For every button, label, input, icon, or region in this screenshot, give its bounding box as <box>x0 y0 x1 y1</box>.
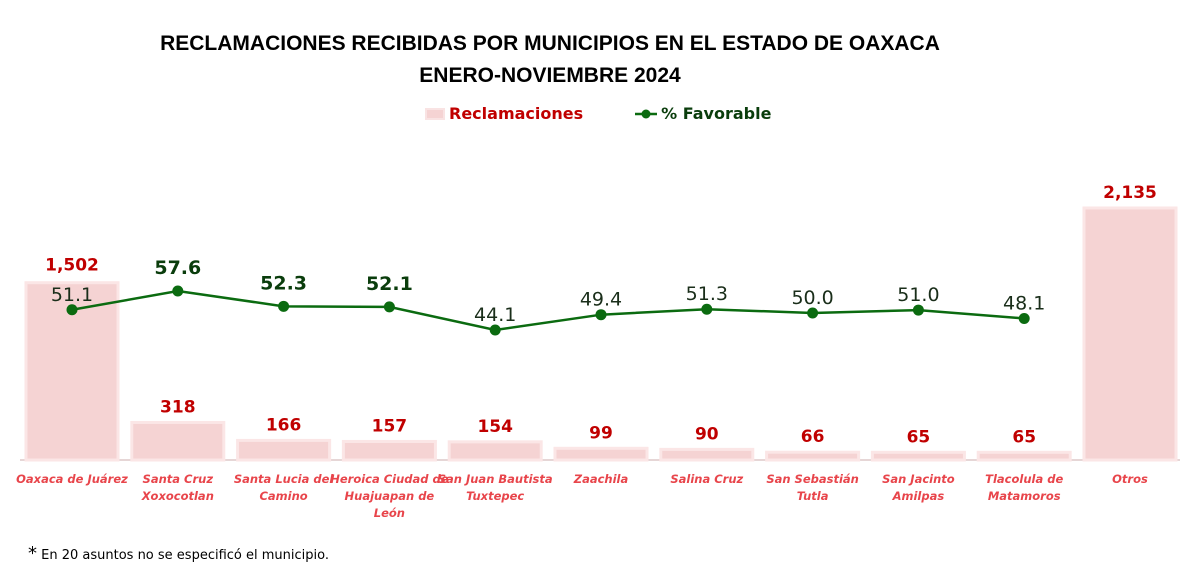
bar <box>870 450 966 462</box>
x-tick-label: Heroica Ciudad de <box>330 472 449 486</box>
bar <box>130 420 226 462</box>
chart-subtitle: ENERO-NOVIEMBRE 2024 <box>419 64 681 87</box>
favorable-line <box>71 289 1025 332</box>
x-tick-label: Zaachila <box>573 472 629 486</box>
bar <box>553 446 649 462</box>
favorable-point <box>172 285 184 297</box>
bar-value-label: 1,502 <box>45 256 99 276</box>
bar-value-label: 157 <box>372 416 408 436</box>
legend-item-favorable: % Favorable <box>635 104 771 123</box>
favorable-value-label: 51.1 <box>51 284 93 306</box>
x-tick-label: Tutla <box>797 489 829 503</box>
bar <box>236 438 332 462</box>
favorable-point <box>1018 312 1030 324</box>
favorable-value-label: 51.3 <box>686 283 728 305</box>
x-tick-label: Tuxtepec <box>466 489 524 503</box>
favorable-point <box>383 301 395 313</box>
favorable-point <box>66 304 78 316</box>
x-tick-label: Amilpas <box>892 489 945 503</box>
favorable-value-label: 48.1 <box>1003 292 1045 314</box>
bar <box>447 440 543 462</box>
bar-value-label: 166 <box>266 415 302 435</box>
favorable-value-label: 44.1 <box>474 304 516 326</box>
x-tick-label: Xoxocotlan <box>141 489 214 503</box>
bar <box>1082 206 1178 462</box>
chart-title: RECLAMACIONES RECIBIDAS POR MUNICIPIOS E… <box>160 32 940 55</box>
bar-value-label: 66 <box>801 427 825 447</box>
x-tick-label: San Sebastián <box>766 472 859 486</box>
favorable-point <box>912 304 924 316</box>
footnote-mark: * <box>28 543 37 564</box>
x-tick-label: Tlacolula de <box>985 472 1063 486</box>
x-tick-label: Otros <box>1112 472 1148 486</box>
favorable-value-label: 51.0 <box>897 284 939 306</box>
bar-value-label: 65 <box>1012 427 1036 447</box>
favorable-value-label: 50.0 <box>791 287 833 309</box>
favorable-point <box>489 324 501 336</box>
line-marker-icon <box>635 109 658 118</box>
bar-value-label: 318 <box>160 397 196 417</box>
bar <box>976 450 1072 462</box>
favorable-value-label: 57.6 <box>154 257 201 279</box>
bar <box>659 447 755 462</box>
footnote-text: En 20 asuntos no se especificó el munici… <box>37 548 329 563</box>
bar-swatch-icon <box>425 107 445 120</box>
bar-value-label: 99 <box>589 423 613 443</box>
favorable-point <box>701 303 713 315</box>
x-tick-label: Matamoros <box>988 489 1061 503</box>
bar-value-label: 65 <box>907 427 931 447</box>
bar <box>765 450 861 462</box>
bar-value-label: 90 <box>695 424 719 444</box>
footnote: * En 20 asuntos no se especificó el muni… <box>28 543 329 564</box>
x-tick-label: Santa Lucia del <box>234 472 335 486</box>
legend-label: % Favorable <box>661 104 772 123</box>
favorable-value-label: 52.1 <box>366 273 413 295</box>
favorable-point <box>807 307 819 319</box>
x-tick-label: Huajuapan de <box>345 489 435 503</box>
legend-item-reclamaciones: Reclamaciones <box>425 104 583 123</box>
bar-value-label: 2,135 <box>1103 183 1157 203</box>
bar-value-label: 154 <box>477 417 513 437</box>
x-tick-label: San Juan Bautista <box>438 472 553 486</box>
favorable-point <box>278 300 290 312</box>
favorable-value-label: 52.3 <box>260 272 307 294</box>
x-tick-label: Santa Cruz <box>143 472 214 486</box>
legend: Reclamaciones % Favorable <box>425 104 771 123</box>
x-tick-label: Oaxaca de Juárez <box>16 472 128 486</box>
bar <box>341 439 437 462</box>
x-tick-label: Salina Cruz <box>670 472 743 486</box>
legend-label: Reclamaciones <box>449 104 584 123</box>
x-tick-label: León <box>374 506 405 520</box>
x-tick-label: Camino <box>259 489 307 503</box>
favorable-value-label: 49.4 <box>580 289 622 311</box>
x-tick-label: San Jacinto <box>882 472 955 486</box>
favorable-point <box>595 309 607 321</box>
